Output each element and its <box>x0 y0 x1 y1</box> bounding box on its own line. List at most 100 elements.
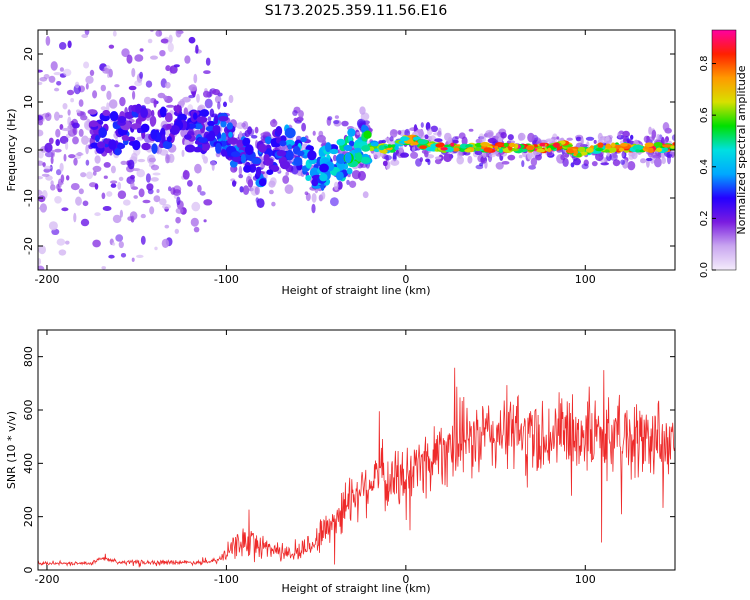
spectrogram-blob <box>102 206 112 211</box>
spectrogram-ridge-blob <box>347 128 356 137</box>
spectrogram-ridge-blob <box>270 165 280 172</box>
spectrogram-blob <box>482 151 487 158</box>
spectrogram-ridge-blob <box>141 142 151 151</box>
colorbar-tick-label: 0.4 <box>699 159 710 175</box>
spectrogram-blob <box>292 110 298 116</box>
spectrogram-blob <box>518 133 524 141</box>
spectrogram-blob <box>101 192 106 200</box>
spectrogram-ridge-blob <box>503 142 509 147</box>
spectrogram-ridge-blob <box>114 148 122 156</box>
spectrogram-blob <box>176 196 181 206</box>
spectrogram-blob <box>269 189 274 195</box>
spectrogram-blob <box>56 81 62 86</box>
spectrogram-ridge-blob <box>620 142 628 147</box>
spectrogram-blob <box>183 107 188 117</box>
spectrogram-blob <box>150 177 159 182</box>
spectrogram-blob <box>301 122 306 132</box>
spectrogram-blob <box>61 207 69 212</box>
spectrogram-blob <box>174 228 179 234</box>
spectrogram-ridge-blob <box>440 147 448 151</box>
spectrogram-blob <box>127 159 135 170</box>
spectrogram-ridge-blob <box>474 147 481 152</box>
spectrogram-blob <box>54 148 62 153</box>
spectrogram-blob <box>164 81 171 89</box>
spectrogram-blob <box>167 42 174 53</box>
spectrogram-blob <box>661 156 666 165</box>
spectrogram-blob <box>59 162 64 172</box>
spectrogram-blob <box>232 180 237 187</box>
spectrogram-ridge-blob <box>496 143 504 147</box>
spectrogram-ridge-blob <box>459 143 469 149</box>
spectrogram-blob <box>242 121 249 130</box>
spectrogram-blob <box>134 80 143 87</box>
spectrogram-ridge-blob <box>547 147 552 153</box>
spectrogram-blob <box>362 191 369 199</box>
spectrogram-ridge-blob <box>605 143 612 149</box>
colorbar-scale <box>711 29 737 271</box>
colorbar-label: Normalized spectral amplitude <box>735 65 748 234</box>
spectrogram-ridge-blob <box>184 144 196 153</box>
spectrogram-blob <box>154 246 158 251</box>
spectrogram-blob <box>50 184 56 191</box>
spectrogram-blob <box>507 134 514 141</box>
spectrogram-ridge-blob <box>251 157 262 165</box>
spectrogram-blob <box>600 162 609 166</box>
spectrogram-blob <box>150 55 158 60</box>
spectrogram-ridge-blob <box>276 150 287 157</box>
spectrogram-blob <box>153 99 157 108</box>
spectrogram-ridge-blob <box>132 140 141 151</box>
spectrogram-ridge-blob <box>242 137 251 147</box>
spectrogram-blob <box>145 173 151 183</box>
spectrogram-blob <box>360 112 370 121</box>
spectrogram-blob <box>61 127 71 132</box>
spectrogram-blob <box>44 142 53 153</box>
spectrogram-blob <box>172 189 182 196</box>
spectrogram-blob <box>164 224 170 229</box>
spectrogram-blob <box>434 138 443 143</box>
spectrogram-blob <box>349 180 357 188</box>
spectrogram-blob <box>38 189 43 196</box>
spectrogram-blob <box>38 258 42 265</box>
spectrogram-blob <box>389 129 398 138</box>
spectrogram-blob <box>228 94 234 104</box>
spectrogram-blob <box>117 182 122 190</box>
spectrogram-y-ticks: -20 -10 0 10 20 <box>22 47 675 255</box>
spectrogram-blob <box>127 216 134 222</box>
spectrogram-ridge-blob <box>498 148 503 154</box>
spectrogram-blob <box>48 75 56 83</box>
spectrogram-blob <box>193 226 200 233</box>
spectrogram-blob <box>41 173 50 177</box>
spectrogram-blob <box>484 160 488 169</box>
spectrogram-blob <box>575 136 582 142</box>
spectrogram-ridge-blob <box>319 163 329 173</box>
spectrogram-ridge-blob <box>255 166 262 177</box>
spectrogram-blob <box>72 136 79 145</box>
spectrogram-blob <box>55 139 60 146</box>
snr-panel: -200 -100 0 100 0 200 400 600 800 Height of str… <box>5 329 676 595</box>
spectrogram-ridge-blob <box>221 148 227 157</box>
spectrogram-ridge-blob <box>370 142 379 147</box>
x-tick-label: -100 <box>214 273 239 286</box>
spectrogram-blob <box>392 151 397 162</box>
spectrogram-blob <box>108 44 115 49</box>
spectrogram-blob <box>321 191 326 200</box>
spectrogram-blob <box>85 83 89 90</box>
spectrogram-ridge-blob <box>164 112 173 123</box>
spectrogram-blob <box>50 61 58 71</box>
spectrogram-blob <box>112 242 116 246</box>
spectrogram-blob <box>373 149 382 159</box>
spectrogram-ridge-blob <box>400 136 410 142</box>
spectrogram-blob <box>389 136 394 142</box>
spectrogram-ridge-blob <box>343 144 353 152</box>
spectrogram-ridge-blob <box>329 148 339 155</box>
spectrogram-blob <box>161 238 170 248</box>
spectrogram-blob <box>50 156 54 165</box>
spectrogram-ridge-blob <box>611 142 616 147</box>
spectrogram-ridge-blob <box>355 152 363 162</box>
spectrogram-blob <box>498 137 503 144</box>
spectrogram-blob <box>56 183 60 190</box>
spectrogram-blob <box>255 197 259 204</box>
y-tick-label: 400 <box>22 453 35 474</box>
spectrogram-blob <box>627 161 636 171</box>
